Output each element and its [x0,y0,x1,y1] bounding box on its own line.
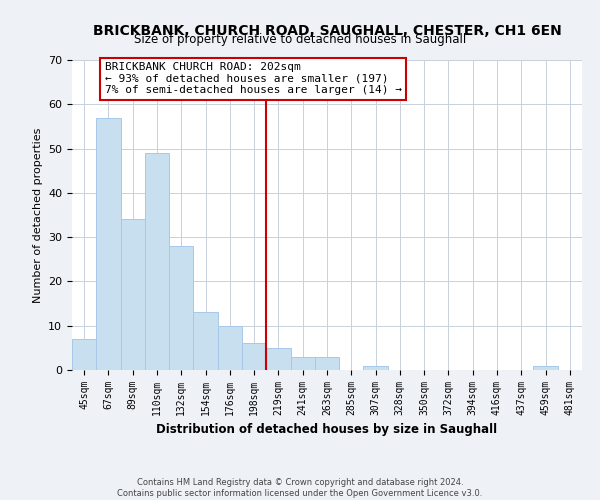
Bar [72,339,96,370]
Bar [96,118,121,370]
Bar [290,356,315,370]
Bar [533,366,558,370]
Bar [242,344,266,370]
X-axis label: Distribution of detached houses by size in Saughall: Distribution of detached houses by size … [157,424,497,436]
Text: BRICKBANK CHURCH ROAD: 202sqm
← 93% of detached houses are smaller (197)
7% of s: BRICKBANK CHURCH ROAD: 202sqm ← 93% of d… [105,62,402,96]
Text: Contains HM Land Registry data © Crown copyright and database right 2024.
Contai: Contains HM Land Registry data © Crown c… [118,478,482,498]
Bar [315,356,339,370]
Bar [218,326,242,370]
Bar [364,366,388,370]
Text: Size of property relative to detached houses in Saughall: Size of property relative to detached ho… [134,32,466,46]
Bar [121,220,145,370]
Bar [169,246,193,370]
Bar [266,348,290,370]
Y-axis label: Number of detached properties: Number of detached properties [32,128,43,302]
Bar [193,312,218,370]
Title: BRICKBANK, CHURCH ROAD, SAUGHALL, CHESTER, CH1 6EN: BRICKBANK, CHURCH ROAD, SAUGHALL, CHESTE… [92,24,562,38]
Bar [145,153,169,370]
